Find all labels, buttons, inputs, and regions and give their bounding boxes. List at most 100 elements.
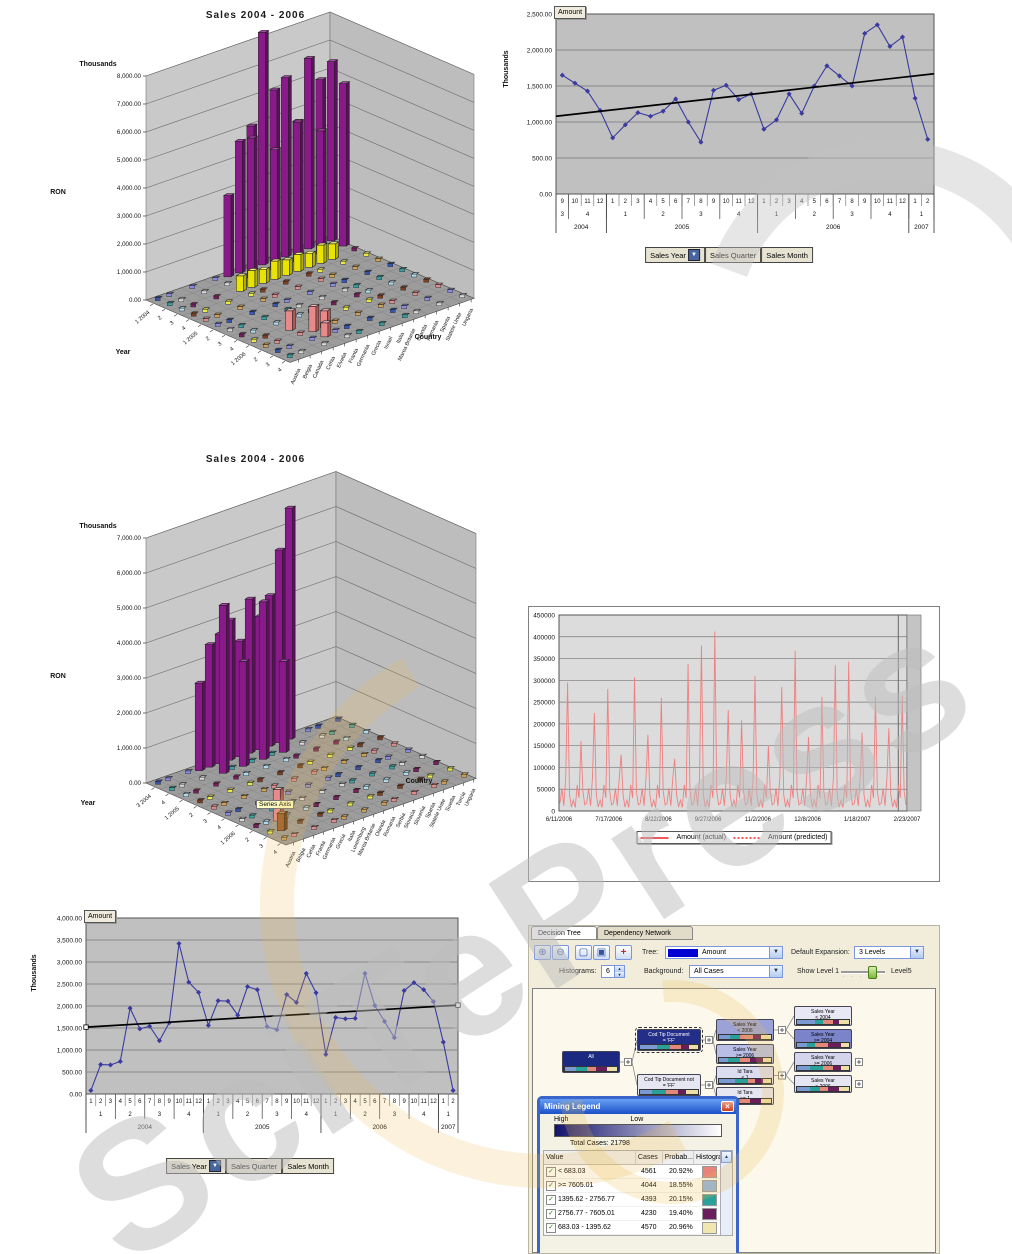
sales-year-button[interactable]: Sales Year	[166, 1158, 226, 1174]
dropdown-arrow-icon[interactable]	[687, 249, 700, 261]
svg-text:Austria: Austria	[290, 368, 303, 386]
size-to-fit-button[interactable]	[575, 945, 592, 960]
svg-text:RON: RON	[50, 673, 66, 680]
tree-node[interactable]: Id Tara < 1	[716, 1066, 774, 1085]
tree-node[interactable]: Sales Year >= 2006	[716, 1044, 774, 1064]
tree-select[interactable]: Amount	[665, 946, 783, 959]
tree-node[interactable]: Sales Year< 2006	[716, 1019, 774, 1041]
chart-title: Sales 2004 - 2006	[205, 10, 306, 21]
tab-dependency-network[interactable]: Dependency Network	[597, 926, 693, 940]
tree-connectors	[620, 1015, 863, 1097]
svg-text:4: 4	[187, 1112, 191, 1118]
series-axis-tooltip: Series Axis	[256, 800, 295, 809]
svg-text:6,000.00: 6,000.00	[117, 570, 142, 577]
sales-3d-chart-1: Sales 2004 - 2006 8,000.00 7,000.00 6,000.…	[28, 4, 483, 402]
svg-text:3: 3	[203, 818, 209, 825]
checkbox-icon[interactable]	[546, 1222, 556, 1233]
svg-text:4: 4	[236, 1099, 240, 1105]
svg-text:2: 2	[813, 212, 817, 218]
dropdown-arrow-icon[interactable]	[910, 947, 923, 958]
svg-text:2: 2	[157, 315, 163, 322]
svg-text:9: 9	[285, 1099, 289, 1105]
sales-month-button[interactable]: Sales Month	[282, 1158, 334, 1174]
svg-text:10: 10	[572, 199, 579, 205]
histograms-spinner[interactable]: 6 ▲ ▼	[601, 965, 625, 978]
series-legend: Amount	[554, 6, 587, 19]
svg-text:3: 3	[393, 1112, 397, 1118]
svg-text:1 2005: 1 2005	[164, 806, 181, 822]
sales-year-button[interactable]: Sales Year	[645, 247, 705, 263]
tab-decision-tree[interactable]: Decision Tree	[531, 926, 597, 940]
svg-text:3: 3	[226, 1099, 230, 1105]
zoom-out-button[interactable]	[552, 945, 569, 960]
svg-text:5: 5	[246, 1099, 250, 1105]
expand-all-button[interactable]	[615, 945, 632, 960]
svg-text:11: 11	[584, 199, 591, 205]
svg-text:12: 12	[195, 1099, 202, 1105]
svg-text:RON: RON	[50, 189, 66, 196]
svg-text:450000: 450000	[533, 613, 555, 620]
svg-text:5: 5	[128, 1099, 132, 1105]
svg-text:10: 10	[293, 1099, 300, 1105]
sales-quarter-button[interactable]: Sales Quarter	[704, 247, 762, 263]
tree-node[interactable]: Cod Tip Document = 'FF'	[635, 1027, 703, 1053]
histogram-swatch	[702, 1193, 717, 1206]
checkbox-icon[interactable]	[546, 1180, 556, 1191]
node-histogram	[796, 1019, 850, 1025]
chart-legend: Amount (actual) Amount (predicted)	[636, 831, 832, 844]
dropdown-arrow-icon[interactable]	[769, 966, 782, 977]
svg-text:2: 2	[661, 212, 665, 218]
spinner-arrows-icon[interactable]: ▲ ▼	[614, 966, 624, 977]
svg-text:100000: 100000	[533, 765, 555, 772]
svg-text:3: 3	[265, 362, 271, 369]
background-label: Background:	[644, 968, 684, 975]
node-histogram	[564, 1066, 618, 1072]
tree-node[interactable]: Sales Year >= 2004	[794, 1029, 852, 1049]
sales-month-button[interactable]: Sales Month	[761, 247, 813, 263]
svg-text:1: 1	[207, 1099, 211, 1105]
svg-text:6: 6	[256, 1099, 260, 1105]
svg-text:Italia: Italia	[347, 830, 357, 843]
background-select[interactable]: All Cases	[689, 965, 783, 978]
tree-node[interactable]: Cod Tip Document not = 'FF'	[637, 1074, 701, 1096]
tree-node[interactable]: Sales Year< 2006	[794, 1075, 852, 1093]
zoom-in-button[interactable]	[534, 945, 551, 960]
svg-text:Thousands: Thousands	[79, 523, 116, 530]
svg-text:5: 5	[661, 199, 665, 205]
svg-text:11: 11	[736, 199, 743, 205]
tree-node[interactable]: All	[562, 1051, 620, 1073]
level-slider[interactable]: .....	[841, 965, 885, 979]
svg-text:1: 1	[762, 199, 766, 205]
mining-legend-titlebar[interactable]: Mining Legend	[540, 1099, 736, 1114]
copy-graph-button[interactable]	[593, 945, 610, 960]
svg-text:Germania: Germania	[356, 344, 371, 368]
svg-text:9/27/2006: 9/27/2006	[695, 817, 722, 823]
close-icon[interactable]	[721, 1101, 734, 1112]
checkbox-icon[interactable]	[546, 1208, 556, 1219]
default-expansion-select[interactable]: 3 Levels	[854, 946, 924, 959]
tree-node[interactable]: Sales Year >= 2006	[794, 1052, 852, 1072]
amount-daily-chart: 450000 400000 350000 300000 250000 200000 1500…	[528, 606, 940, 882]
svg-text:Israel: Israel	[383, 336, 394, 350]
tree-node[interactable]: Sales Year < 2004	[794, 1006, 852, 1026]
svg-text:9: 9	[863, 199, 867, 205]
dropdown-arrow-icon[interactable]	[769, 947, 782, 958]
scrollbar[interactable]	[720, 1151, 732, 1235]
svg-text:7: 7	[383, 1099, 387, 1105]
svg-text:6/11/2006: 6/11/2006	[546, 817, 573, 823]
svg-text:0.00: 0.00	[129, 297, 142, 304]
dropdown-arrow-icon[interactable]	[208, 1160, 221, 1172]
svg-text:4: 4	[277, 367, 283, 374]
sales-quarter-button[interactable]: Sales Quarter	[225, 1158, 283, 1174]
node-histogram	[796, 1086, 850, 1092]
checkbox-icon[interactable]	[546, 1194, 556, 1205]
svg-text:2: 2	[926, 199, 930, 205]
checkbox-icon[interactable]	[546, 1166, 556, 1177]
slider-thumb-icon[interactable]	[868, 966, 877, 979]
